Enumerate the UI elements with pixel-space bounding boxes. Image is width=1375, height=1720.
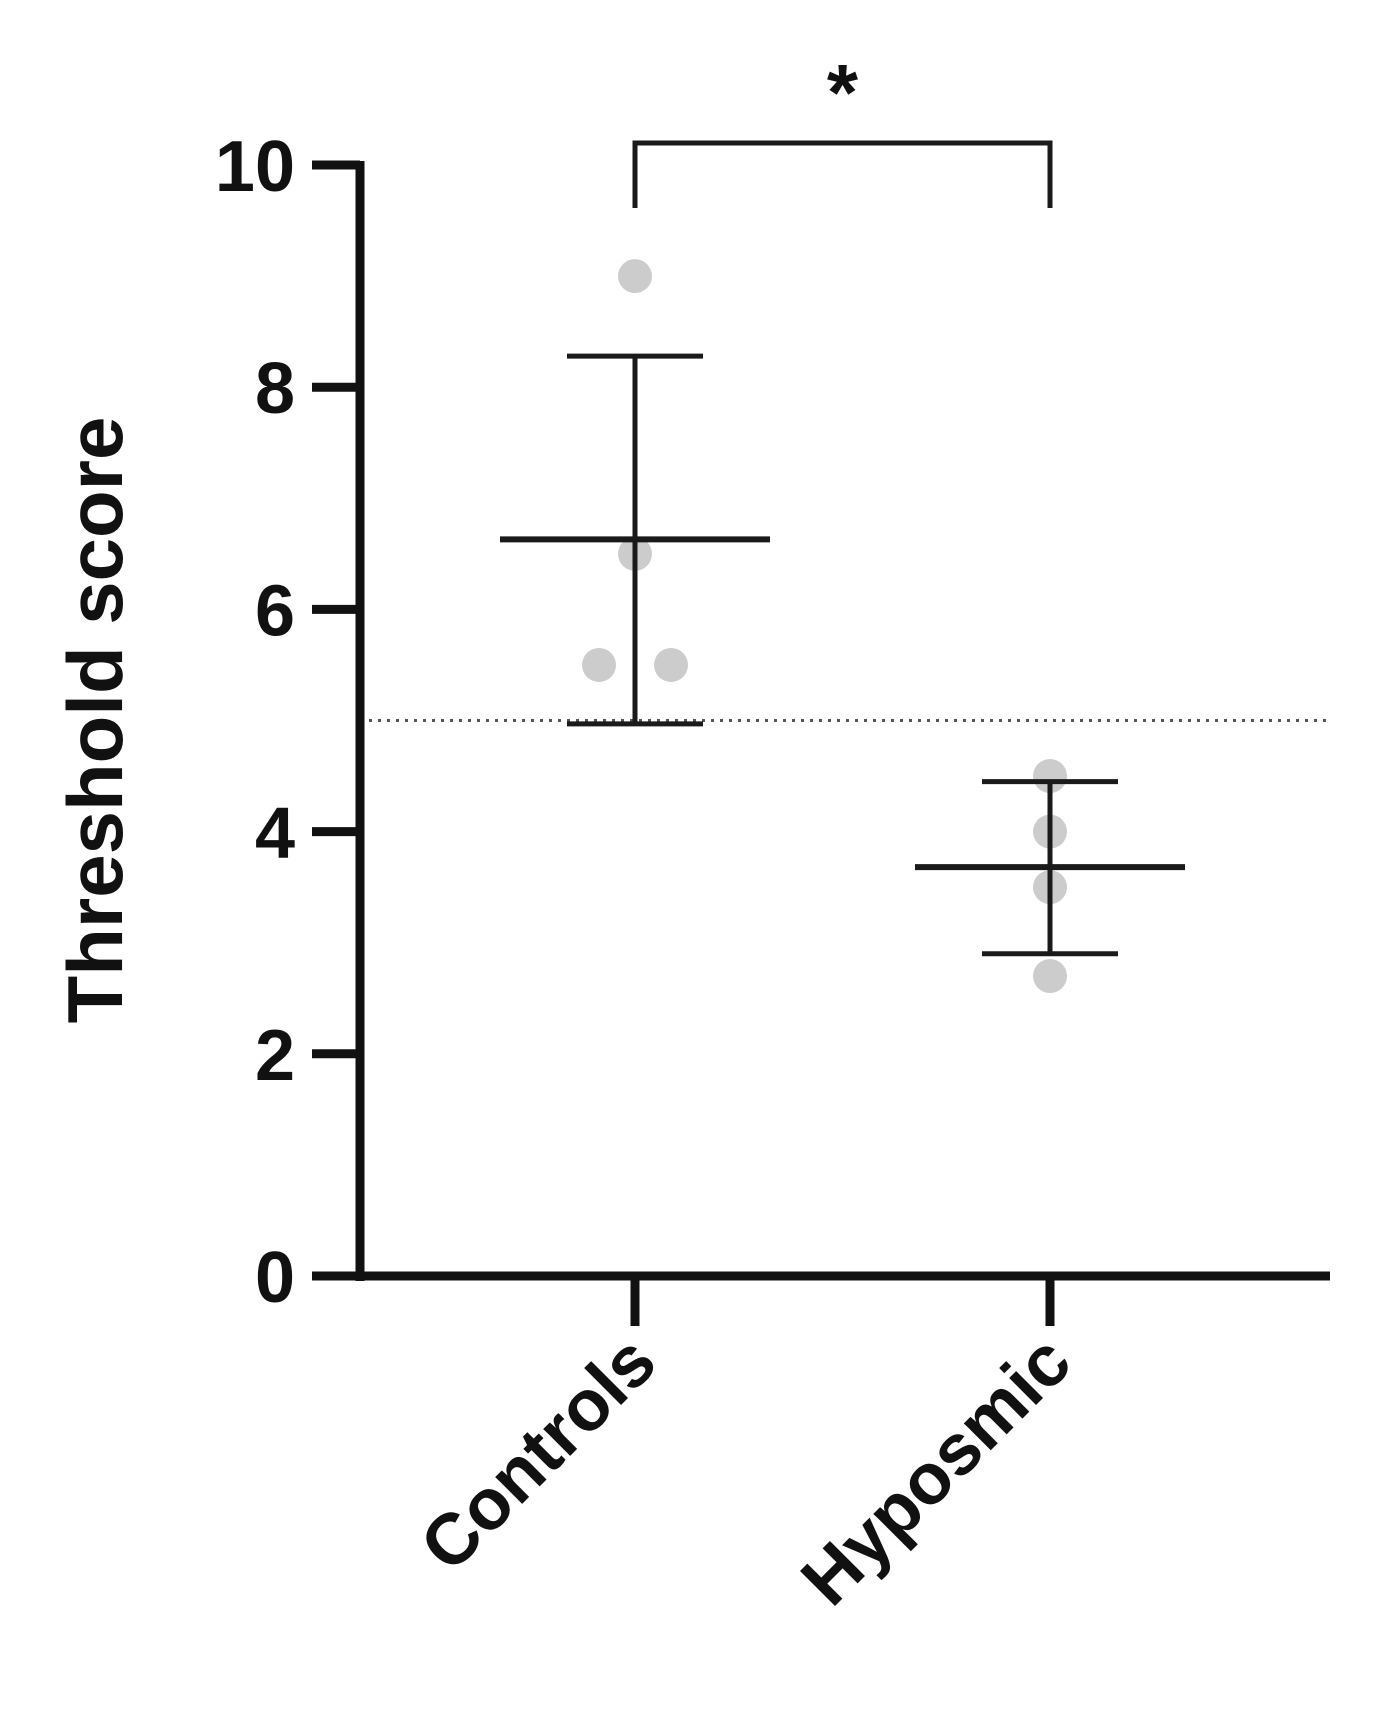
data-point-hyposmic: [1033, 959, 1067, 994]
y-tick-label: 10: [215, 127, 295, 207]
significance-label: *: [827, 48, 859, 137]
y-tick-label: 6: [255, 571, 295, 651]
axis-labels: Threshold score 0 2 4 6 8 10 Controls Hyposmic: [51, 127, 1086, 1621]
category-label-hyposmic: Hyposmic: [786, 1321, 1086, 1621]
data-point-controls: [618, 259, 652, 294]
y-tick-label: 8: [255, 349, 295, 429]
y-tick-label: 0: [255, 1238, 295, 1318]
y-tick-label: 4: [255, 794, 295, 874]
significance-bracket-line: [632, 140, 1053, 208]
y-tick-label: 2: [255, 1016, 295, 1096]
y-axis-title: Threshold score: [51, 417, 139, 1024]
significance-bracket: *: [632, 48, 1053, 208]
mean-and-error-bars: [500, 353, 1185, 957]
data-point-controls: [654, 647, 688, 682]
data-point-hyposmic: [1033, 759, 1067, 794]
data-point-controls: [582, 647, 616, 682]
axes: [312, 160, 1330, 1326]
category-label-controls: Controls: [405, 1321, 671, 1587]
data-points: [582, 259, 1067, 994]
